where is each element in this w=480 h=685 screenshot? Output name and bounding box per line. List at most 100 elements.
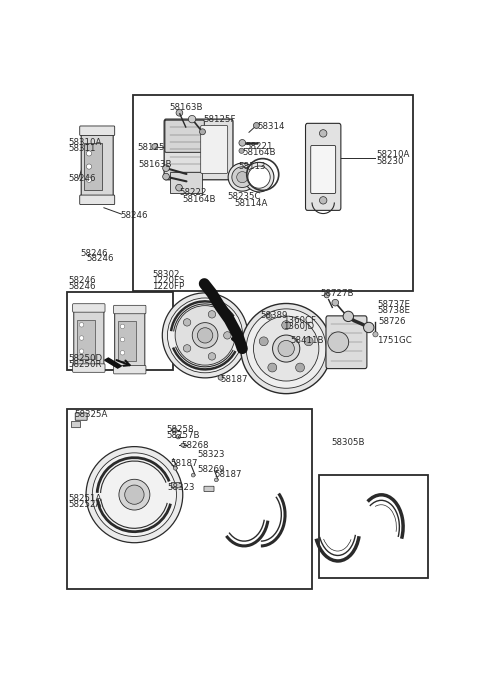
Text: 1360JD: 1360JD	[283, 322, 314, 331]
Ellipse shape	[259, 337, 268, 346]
Ellipse shape	[188, 116, 196, 123]
FancyBboxPatch shape	[201, 125, 228, 173]
Text: 58250D: 58250D	[68, 354, 102, 363]
Text: 58323: 58323	[167, 483, 194, 492]
Ellipse shape	[232, 166, 252, 188]
Ellipse shape	[181, 443, 185, 447]
Text: 58246: 58246	[81, 249, 108, 258]
Ellipse shape	[163, 173, 169, 180]
Ellipse shape	[363, 322, 374, 333]
Ellipse shape	[320, 197, 327, 204]
Text: 58257B: 58257B	[166, 431, 200, 440]
Ellipse shape	[332, 299, 338, 306]
Ellipse shape	[119, 479, 150, 510]
FancyBboxPatch shape	[171, 482, 181, 488]
Text: 58164B: 58164B	[182, 195, 216, 204]
Ellipse shape	[373, 332, 378, 337]
Bar	[67, 292, 173, 370]
Text: 58125: 58125	[137, 143, 165, 152]
FancyBboxPatch shape	[326, 316, 367, 369]
Bar	[170, 172, 202, 193]
Ellipse shape	[328, 332, 348, 353]
Text: 58164B: 58164B	[242, 149, 276, 158]
Ellipse shape	[266, 314, 272, 319]
Text: 58252A: 58252A	[68, 500, 102, 509]
Text: 58302: 58302	[152, 270, 180, 279]
Text: 58250R: 58250R	[68, 360, 102, 369]
Text: 58163B: 58163B	[170, 103, 203, 112]
Ellipse shape	[152, 144, 158, 149]
Text: 58258: 58258	[166, 425, 193, 434]
Text: 58230: 58230	[376, 157, 404, 166]
Ellipse shape	[200, 129, 205, 135]
Ellipse shape	[282, 321, 290, 329]
Ellipse shape	[86, 447, 183, 543]
Text: 58163B: 58163B	[139, 160, 172, 169]
Ellipse shape	[162, 293, 248, 378]
Ellipse shape	[208, 311, 216, 318]
Ellipse shape	[343, 311, 353, 321]
Text: 58726: 58726	[378, 317, 406, 326]
Ellipse shape	[176, 110, 183, 116]
Ellipse shape	[183, 319, 191, 326]
FancyBboxPatch shape	[164, 119, 233, 179]
Text: 58311: 58311	[68, 144, 96, 153]
Text: 58310A: 58310A	[68, 138, 102, 147]
Ellipse shape	[268, 363, 277, 372]
Ellipse shape	[183, 345, 191, 352]
Ellipse shape	[86, 151, 92, 156]
Text: 58411B: 58411B	[290, 336, 324, 345]
Ellipse shape	[296, 363, 304, 372]
Ellipse shape	[175, 306, 235, 365]
Ellipse shape	[304, 337, 313, 346]
Bar	[67, 409, 312, 588]
Ellipse shape	[253, 123, 259, 128]
Ellipse shape	[244, 162, 274, 192]
Text: 58323: 58323	[197, 450, 224, 459]
Ellipse shape	[176, 434, 180, 439]
Text: 58389: 58389	[260, 311, 288, 320]
FancyBboxPatch shape	[80, 195, 115, 205]
Ellipse shape	[120, 351, 125, 355]
Text: 58268: 58268	[181, 440, 208, 449]
Ellipse shape	[239, 140, 246, 146]
FancyBboxPatch shape	[115, 312, 145, 368]
Text: 58246: 58246	[87, 254, 114, 264]
Ellipse shape	[218, 375, 223, 380]
FancyBboxPatch shape	[114, 365, 146, 374]
Bar	[84, 143, 102, 190]
Text: 58246: 58246	[68, 174, 96, 183]
FancyBboxPatch shape	[311, 145, 336, 193]
Ellipse shape	[208, 353, 216, 360]
FancyBboxPatch shape	[72, 421, 81, 427]
Ellipse shape	[237, 172, 248, 183]
Text: 58314: 58314	[257, 122, 285, 131]
Text: 58187: 58187	[215, 470, 242, 479]
Ellipse shape	[120, 338, 125, 342]
FancyBboxPatch shape	[72, 303, 105, 312]
Bar	[118, 321, 135, 361]
Ellipse shape	[86, 177, 92, 182]
Text: 58727B: 58727B	[321, 288, 354, 298]
FancyBboxPatch shape	[165, 120, 204, 152]
Text: 58738E: 58738E	[377, 306, 410, 315]
Text: 58187: 58187	[221, 375, 248, 384]
Text: 58222: 58222	[180, 188, 207, 197]
Ellipse shape	[168, 298, 243, 373]
Text: 58251A: 58251A	[68, 495, 102, 503]
Bar	[132, 95, 413, 290]
Ellipse shape	[239, 148, 244, 153]
FancyBboxPatch shape	[114, 306, 146, 314]
Text: 58210A: 58210A	[376, 151, 409, 160]
Ellipse shape	[278, 340, 294, 357]
Text: 1220FP: 1220FP	[152, 282, 184, 291]
Ellipse shape	[324, 292, 329, 298]
Ellipse shape	[273, 335, 300, 362]
FancyBboxPatch shape	[80, 126, 115, 136]
Text: 58269: 58269	[197, 465, 224, 475]
Ellipse shape	[192, 473, 195, 477]
Text: 1360CF: 1360CF	[283, 316, 316, 325]
Ellipse shape	[197, 327, 213, 343]
Bar	[77, 319, 95, 359]
FancyBboxPatch shape	[305, 123, 341, 210]
